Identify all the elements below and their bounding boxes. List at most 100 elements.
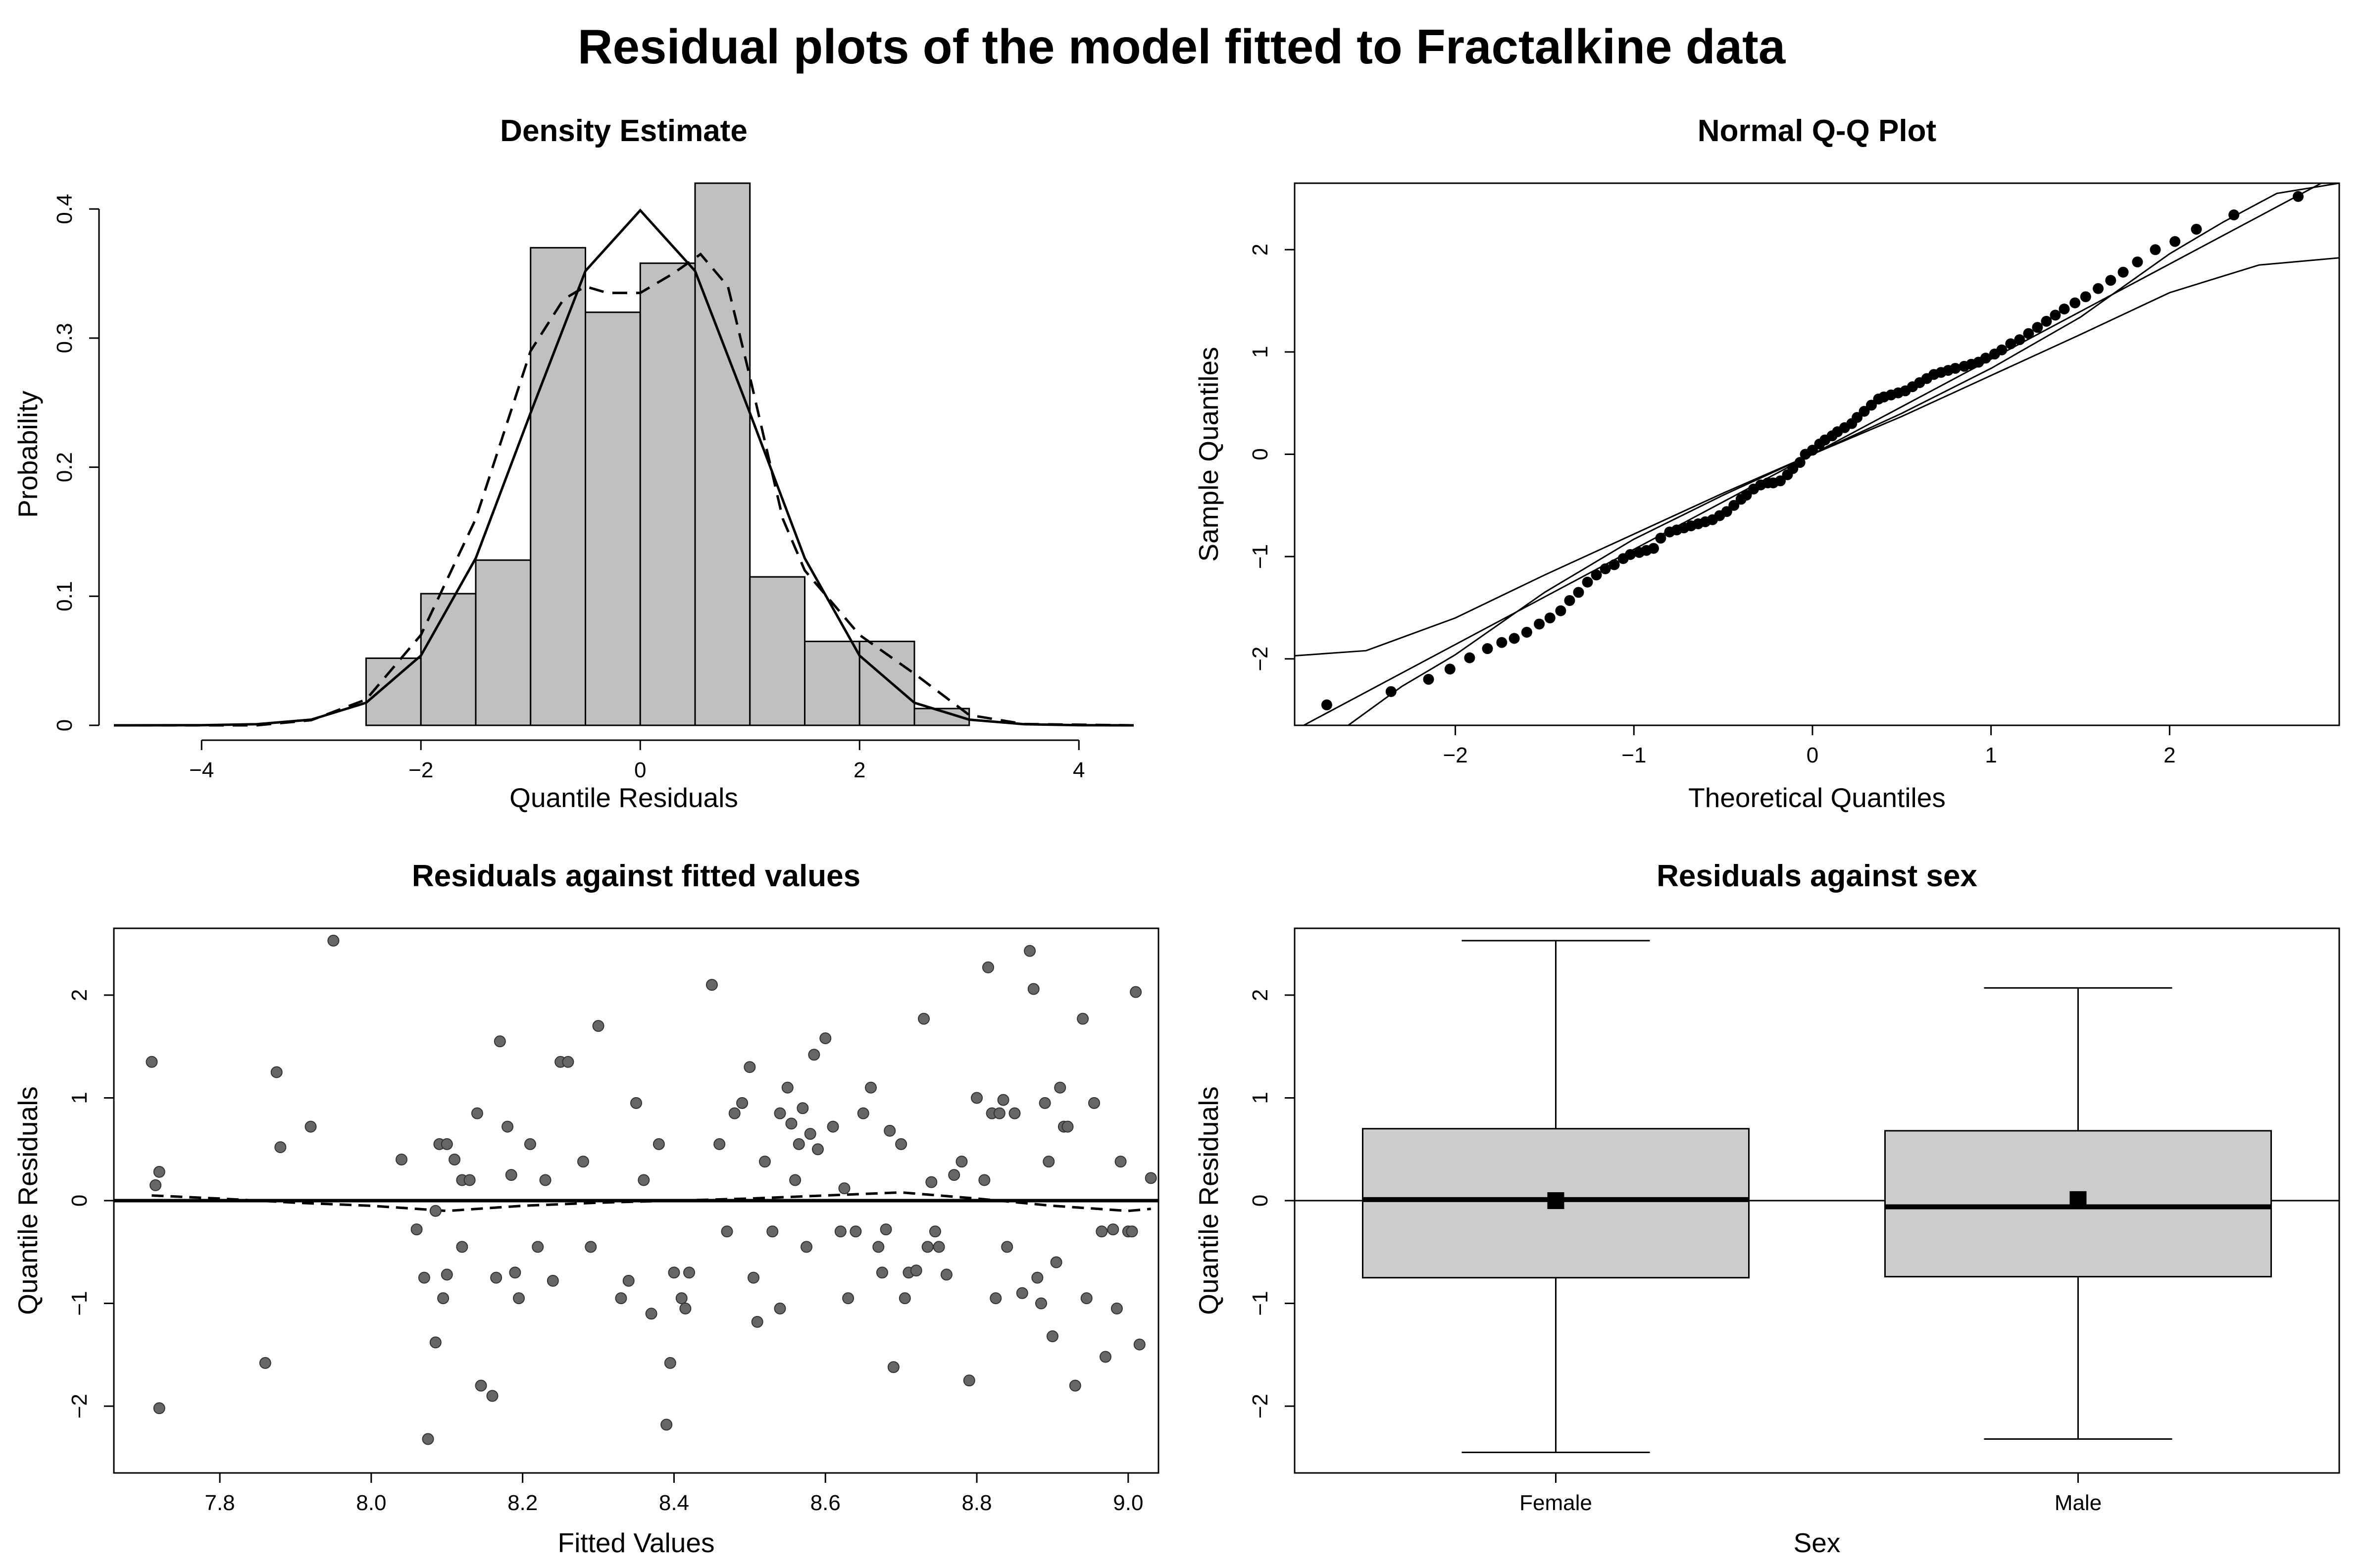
panel-title: Density Estimate (500, 114, 748, 148)
residual-point (505, 1169, 517, 1181)
residual-point (758, 1156, 771, 1168)
qq-point (1852, 412, 1863, 423)
residual-point (1035, 1297, 1048, 1310)
y-tick-label: 1 (67, 1092, 92, 1104)
residual-point (857, 1107, 869, 1119)
x-tick-label: Female (1519, 1491, 1592, 1515)
residual-point (971, 1092, 983, 1104)
qq-point (1564, 595, 1575, 606)
figure-title: Residual plots of the model fitted to Fr… (577, 19, 1786, 74)
qq-point (1721, 506, 1732, 517)
residual-point (630, 1097, 642, 1109)
residual-point (547, 1274, 559, 1287)
residual-point (925, 1176, 938, 1188)
panel-3: Residuals against fitted values Fitted Va… (12, 859, 1159, 1558)
y-tick-label: −1 (67, 1291, 92, 1315)
qq-point (1508, 633, 1520, 644)
residual-point (396, 1153, 408, 1165)
qq-point (1464, 652, 1475, 663)
qq-point (1866, 400, 1877, 411)
qq-point (2080, 291, 2091, 303)
mean-marker (1547, 1192, 1564, 1209)
qq-point (1534, 618, 1545, 630)
x-tick-label: 2 (854, 758, 865, 782)
residual-point (713, 1138, 726, 1150)
residual-point (437, 1292, 450, 1305)
qq-point (2050, 309, 2061, 321)
x-tick-label: 8.8 (961, 1491, 992, 1515)
residual-point (660, 1418, 673, 1431)
y-tick-label: 2 (1248, 989, 1272, 1001)
histogram-bar (530, 247, 586, 726)
residual-point (441, 1138, 453, 1150)
residual-point (539, 1174, 552, 1186)
qq-point (2132, 256, 2143, 268)
qq-point (1625, 549, 1636, 560)
residual-point (502, 1120, 514, 1133)
qq-point (1385, 686, 1397, 697)
residual-point (747, 1271, 759, 1284)
residual-point (997, 1094, 1009, 1106)
residual-point (1031, 1271, 1044, 1284)
residual-point (838, 1182, 851, 1195)
x-tick-label: 8.6 (810, 1491, 841, 1515)
residual-point (490, 1271, 503, 1284)
y-tick-label: 0.3 (52, 323, 77, 353)
residual-point (1050, 1256, 1062, 1268)
residual-point (899, 1292, 911, 1305)
residual-point (679, 1302, 692, 1315)
qq-point (1582, 576, 1593, 588)
residual-point (1016, 1287, 1028, 1299)
y-tick-label: 0.4 (52, 194, 77, 224)
panel-4: Residuals against sex Sex Quantile Residua… (1193, 859, 2340, 1558)
qq-point (1321, 699, 1332, 710)
y-axis: −2 −1 0 1 2 (1248, 244, 1295, 671)
y-axis: −2 −1 0 1 2 (1248, 989, 1295, 1418)
confidence-band-lower (1295, 257, 2339, 725)
residual-point (456, 1241, 468, 1253)
qq-point (2105, 275, 2116, 286)
smooth-trend-line (151, 1191, 1151, 1213)
qq-point (1423, 674, 1434, 685)
y-tick-label: 2 (1248, 244, 1272, 255)
residual-point (509, 1266, 521, 1279)
residual-point (429, 1336, 442, 1349)
residual-point (721, 1225, 733, 1238)
residual-point (664, 1357, 676, 1369)
y-tick-label: 0 (67, 1195, 92, 1207)
residual-point (585, 1241, 597, 1253)
qq-point (1980, 353, 1991, 364)
panel-1: Density Estimate Quantile Residuals Probab… (12, 114, 1134, 813)
residual-point (638, 1174, 650, 1186)
qq-point (2023, 328, 2034, 339)
residual-point (449, 1153, 461, 1165)
residual-point (993, 1107, 1006, 1119)
residual-point (668, 1266, 680, 1279)
residual-point (887, 1361, 900, 1373)
residual-point (864, 1081, 877, 1094)
residual-point (705, 979, 718, 991)
qq-point (1496, 637, 1508, 648)
x-tick-label: 8.2 (507, 1491, 538, 1515)
y-tick-label: −2 (1248, 1394, 1272, 1418)
x-tick-label: 7.8 (204, 1491, 235, 1515)
histogram-bar (749, 576, 805, 726)
residual-point (1054, 1081, 1066, 1094)
residual-point (259, 1357, 271, 1369)
qq-points (1321, 191, 2304, 710)
residual-point (872, 1241, 885, 1253)
x-tick-label: 9.0 (1113, 1491, 1143, 1515)
residual-point (270, 1066, 283, 1078)
qq-point (2191, 223, 2202, 235)
panel-title: Normal Q-Q Plot (1698, 114, 1936, 148)
residual-point (842, 1292, 855, 1305)
y-tick-label: −2 (1248, 647, 1272, 671)
residual-point (653, 1138, 665, 1150)
kernel-density-line (114, 253, 1134, 727)
y-axis-label: Probability (12, 391, 43, 518)
residual-point (1110, 1302, 1123, 1315)
residual-point (751, 1315, 763, 1328)
y-tick-label: 1 (1248, 346, 1272, 358)
residual-point (948, 1169, 960, 1181)
residual-point (327, 934, 340, 947)
